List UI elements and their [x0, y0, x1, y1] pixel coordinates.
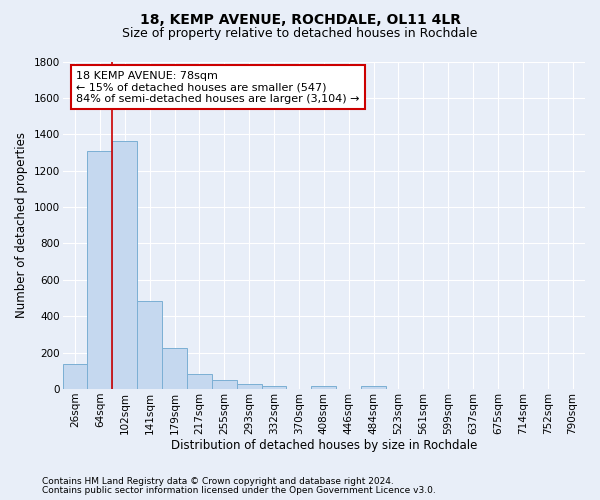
Text: 18, KEMP AVENUE, ROCHDALE, OL11 4LR: 18, KEMP AVENUE, ROCHDALE, OL11 4LR [139, 12, 461, 26]
Bar [112, 140, 137, 389]
X-axis label: Distribution of detached houses by size in Rochdale: Distribution of detached houses by size … [170, 440, 477, 452]
Y-axis label: Number of detached properties: Number of detached properties [15, 132, 28, 318]
Bar [137, 301, 162, 389]
Bar [88, 150, 112, 389]
Bar [262, 386, 286, 389]
Bar [187, 374, 212, 389]
Text: Contains public sector information licensed under the Open Government Licence v3: Contains public sector information licen… [42, 486, 436, 495]
Text: Contains HM Land Registry data © Crown copyright and database right 2024.: Contains HM Land Registry data © Crown c… [42, 477, 394, 486]
Bar [237, 384, 262, 389]
Bar [311, 386, 336, 389]
Text: 18 KEMP AVENUE: 78sqm
← 15% of detached houses are smaller (547)
84% of semi-det: 18 KEMP AVENUE: 78sqm ← 15% of detached … [76, 70, 360, 104]
Bar [62, 364, 88, 389]
Bar [162, 348, 187, 389]
Text: Size of property relative to detached houses in Rochdale: Size of property relative to detached ho… [122, 28, 478, 40]
Bar [212, 380, 237, 389]
Bar [361, 386, 386, 389]
